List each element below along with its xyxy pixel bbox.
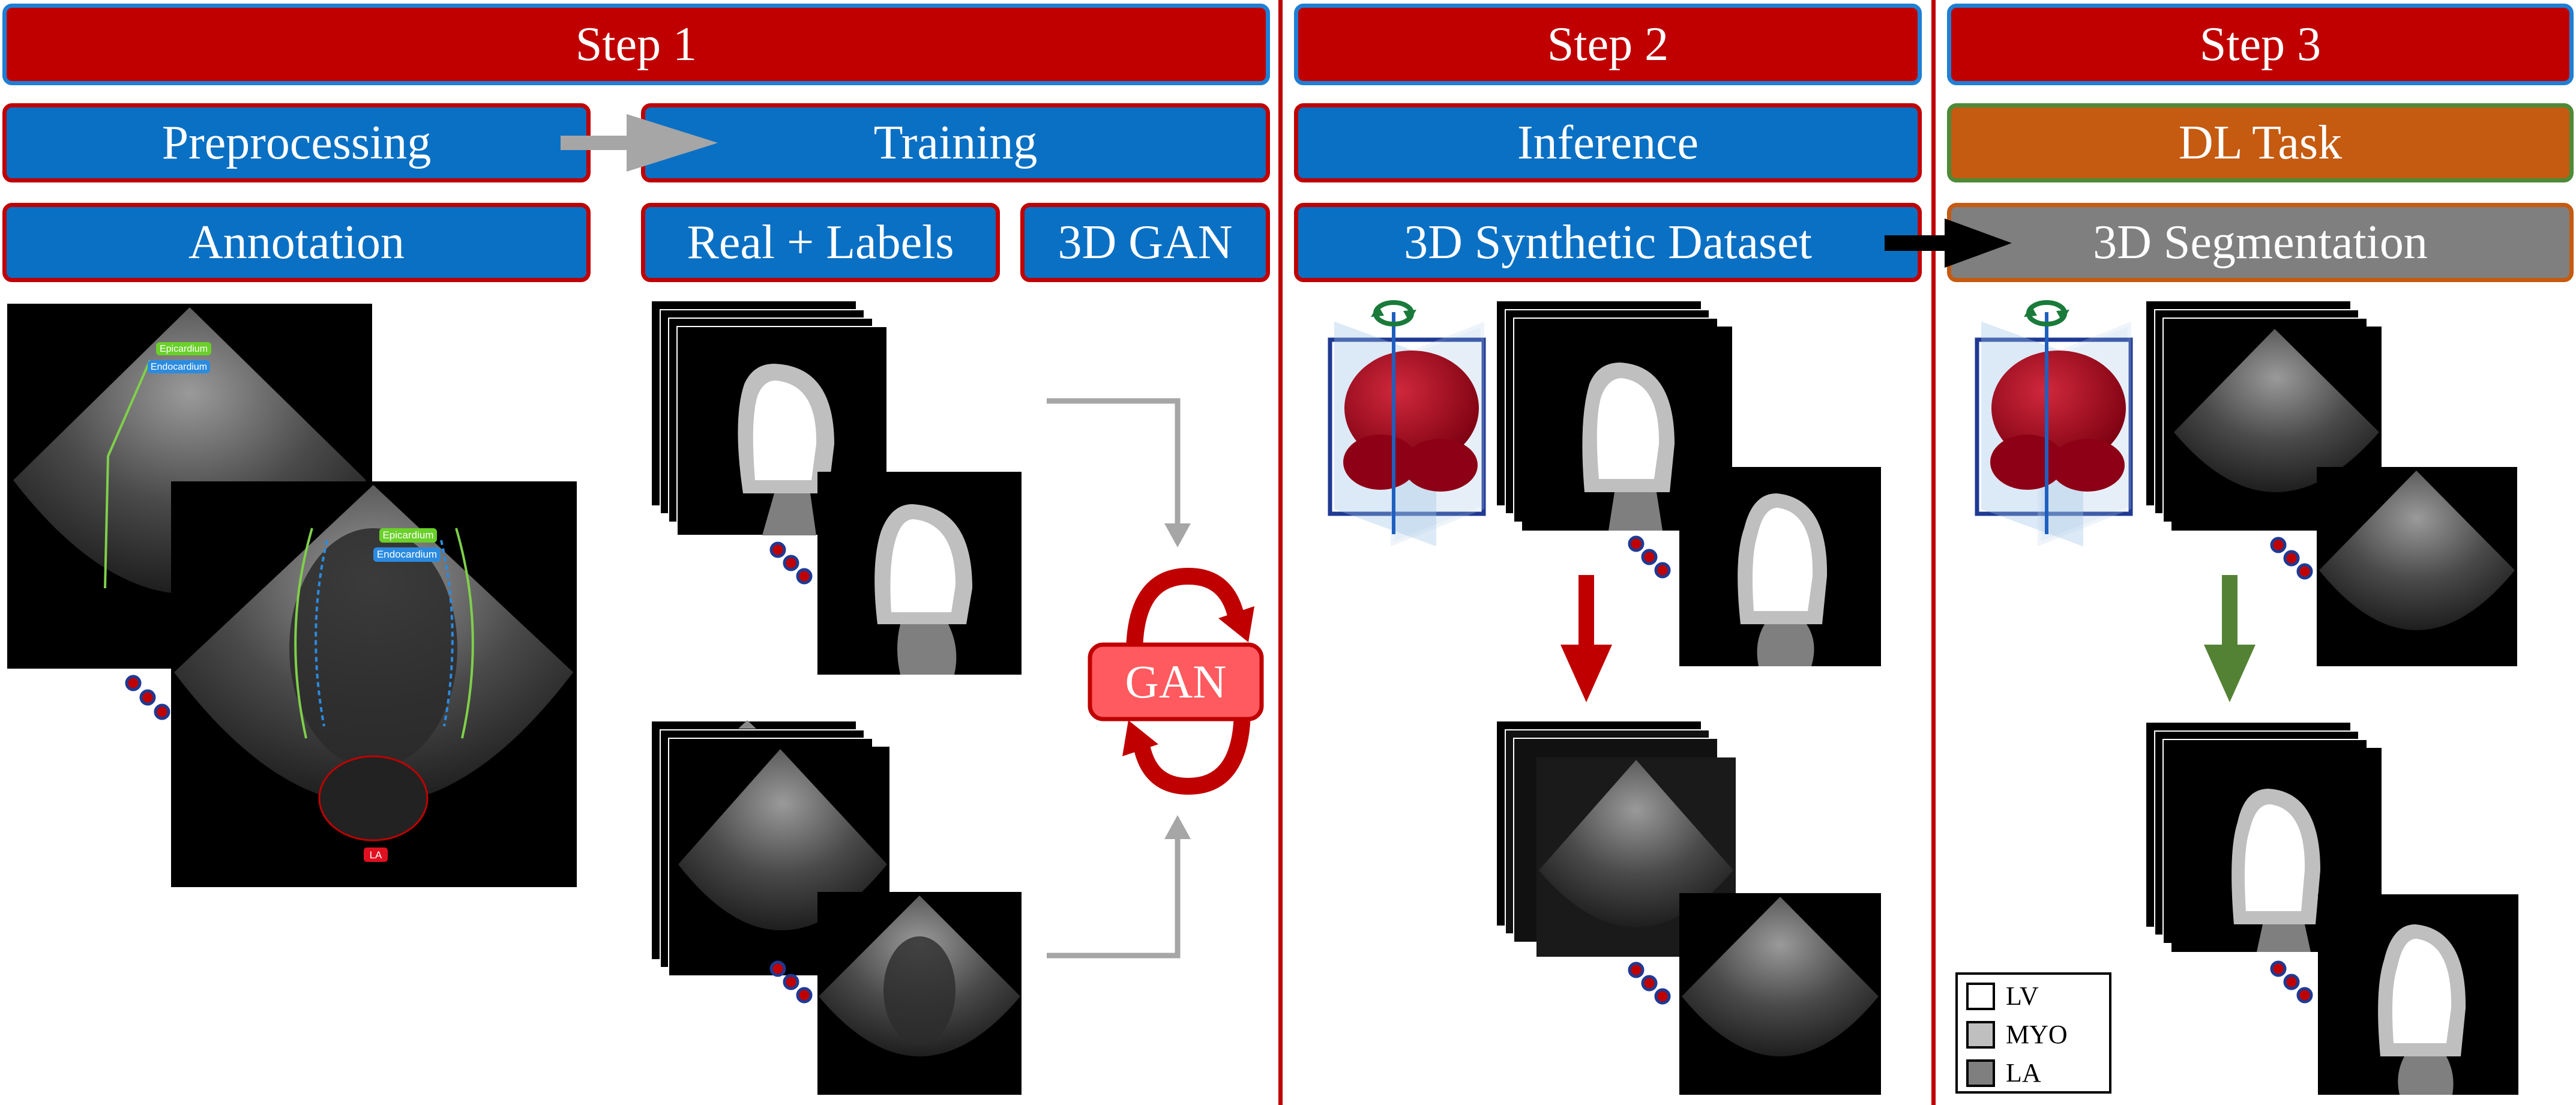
divider-step2-step3 — [1931, 0, 1936, 1105]
legend-label-myo: MYO — [2006, 1020, 2068, 1049]
synthetic-label-stack-back — [1497, 301, 1732, 531]
label-stack-front — [817, 472, 1022, 675]
annot-tag-epicardium: Epicardium — [382, 529, 433, 541]
segmentation-box: 3D Segmentation — [1947, 203, 2574, 282]
rotate-icon — [2024, 300, 2069, 327]
segmentation-legend: LV MYO LA — [1955, 972, 2111, 1094]
ellipsis-dots-icon — [769, 960, 813, 1004]
preprocessing-box: Preprocessing — [2, 103, 591, 182]
rotate-icon — [1371, 300, 1416, 327]
gan-cycle-icon — [1088, 567, 1264, 795]
gan-label: GAN — [1125, 655, 1227, 708]
legend-item-lv: LV — [1966, 981, 2039, 1011]
annotation-box: Annotation — [2, 203, 591, 282]
legend-item-myo: MYO — [1966, 1019, 2068, 1050]
divider-step1-step2 — [1278, 0, 1283, 1105]
inference-down-arrow — [1560, 575, 1612, 702]
step2-header: Step 2 — [1294, 4, 1922, 85]
annot-tag-la: LA — [370, 849, 382, 861]
ellipsis-dots-icon — [2270, 960, 2313, 1004]
ellipsis-dots-icon — [125, 675, 170, 720]
ellipsis-dots-icon — [769, 541, 813, 585]
synthetic-image-stack-front — [1679, 893, 1881, 1095]
training-box: Training — [641, 103, 1270, 182]
annot-tag-endocardium: Endocardium — [377, 549, 437, 560]
legend-item-la: LA — [1966, 1058, 2041, 1088]
synthetic-label-stack-front — [1679, 467, 1881, 666]
annot-tag-epicardium-back: Epicardium — [160, 344, 208, 354]
gan3d-box: 3D GAN — [1020, 203, 1270, 282]
ellipsis-dots-icon — [1628, 535, 1671, 579]
heart-3d-icon — [1328, 312, 1486, 547]
annot-tag-endocardium-back: Endocardium — [151, 362, 207, 372]
preprocessing-to-training-arrow — [561, 114, 718, 172]
inference-box: Inference — [1294, 103, 1922, 182]
step3-header: Step 3 — [1947, 4, 2574, 85]
images-to-gan-connector — [1047, 815, 1191, 959]
legend-swatch-myo — [1966, 1020, 1995, 1049]
legend-swatch-la — [1966, 1059, 1995, 1087]
segmentation-down-arrow — [2204, 575, 2256, 702]
heart-3d-icon — [1975, 312, 2133, 547]
legend-label-la: LA — [2006, 1058, 2041, 1088]
ellipsis-dots-icon — [2270, 537, 2313, 580]
synthetic-to-segmentation-arrow — [1885, 218, 2012, 268]
ellipsis-dots-icon — [1628, 962, 1671, 1005]
segmentation-output-stack-front — [2318, 894, 2518, 1095]
annotation-image-front — [171, 481, 577, 887]
legend-swatch-lv — [1966, 982, 1995, 1010]
dl-task-box: DL Task — [1947, 103, 2574, 182]
segmentation-input-stack-front — [2317, 467, 2517, 666]
real-image-stack-front — [817, 892, 1022, 1095]
legend-label-lv: LV — [2006, 981, 2039, 1011]
real-labels-box: Real + Labels — [641, 203, 1000, 282]
step1-header: Step 1 — [2, 4, 1270, 85]
labels-to-gan-connector — [1047, 398, 1191, 547]
segmentation-input-stack-back — [2146, 301, 2382, 531]
